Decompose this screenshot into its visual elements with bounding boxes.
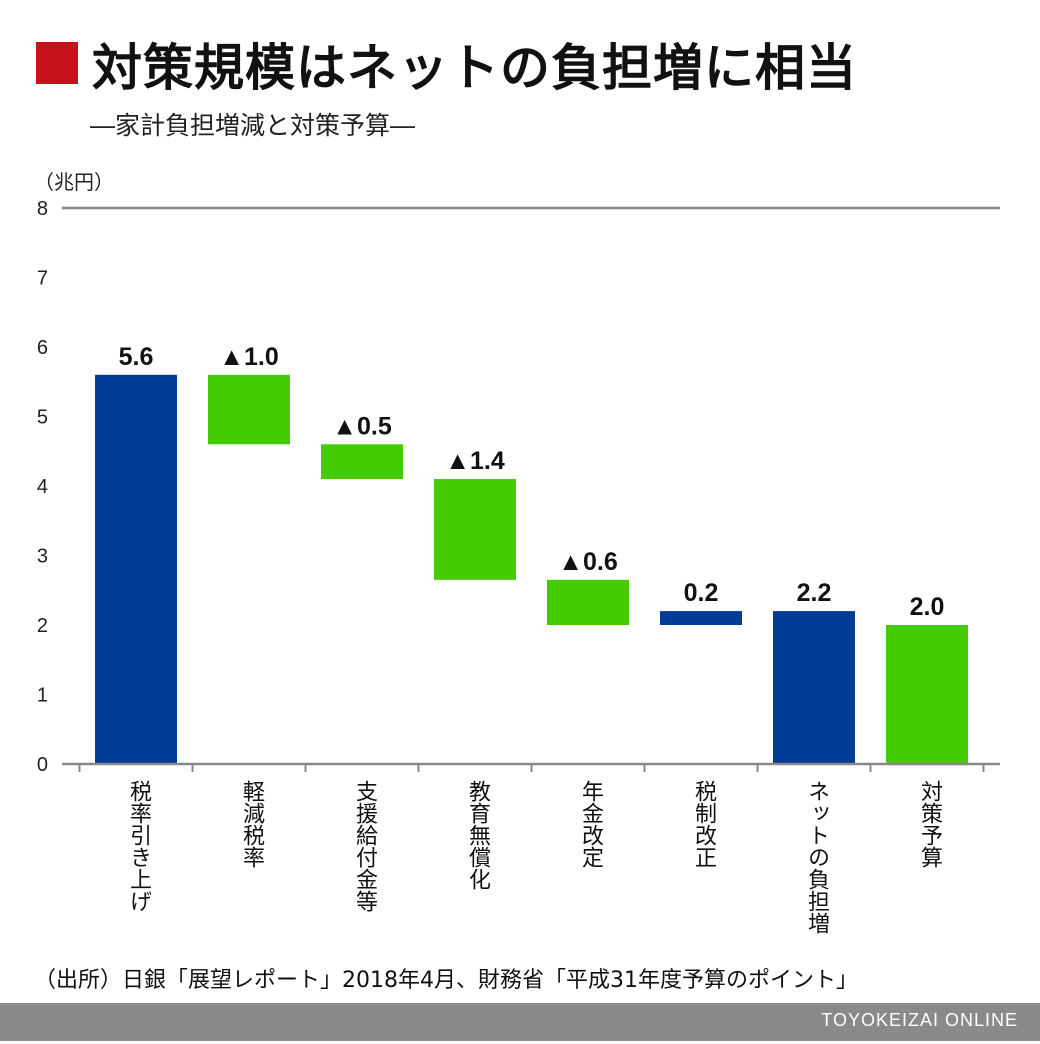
- chart-subtitle: ―家計負担増減と対策予算―: [90, 111, 416, 140]
- bar-value-label: 0.2: [684, 579, 719, 607]
- footer-brand[interactable]: TOYOKEIZAI ONLINE: [821, 1010, 1018, 1030]
- bar-value-label: ▲1.0: [219, 343, 279, 371]
- bar: [660, 611, 742, 625]
- y-tick-label: 0: [37, 754, 48, 776]
- bar: [886, 625, 968, 764]
- category-label: ネットの負担増: [804, 780, 829, 934]
- bar: [434, 479, 516, 580]
- y-tick-label: 2: [37, 615, 48, 637]
- unit-label: （兆円）: [34, 170, 114, 194]
- bar-value-label: 2.2: [797, 579, 832, 607]
- bar-value-label: ▲0.5: [332, 412, 392, 440]
- bar-value-label: 5.6: [119, 343, 154, 371]
- bar-value-label: ▲1.4: [445, 447, 505, 475]
- title-mark: [36, 42, 78, 84]
- category-label: 年金改定: [578, 780, 603, 868]
- category-label: 教育無償化: [465, 780, 490, 890]
- bar-value-label: 2.0: [910, 593, 945, 621]
- bar: [773, 611, 855, 764]
- y-tick-label: 5: [37, 407, 48, 429]
- y-tick-label: 8: [37, 198, 48, 220]
- y-tick-label: 3: [37, 546, 48, 568]
- source-note: （出所）日銀「展望レポート」2018年4月、財務省「平成31年度予算のポイント」: [34, 968, 858, 993]
- y-tick-label: 4: [37, 476, 48, 498]
- y-tick-label: 6: [37, 337, 48, 359]
- chart-title: 対策規模はネットの負担増に相当: [92, 39, 857, 97]
- category-label: 軽減税率: [239, 780, 264, 868]
- waterfall-chart: 0 1 2 3 4 5 6 7 8 5.6 ▲1.0 ▲0.5 ▲1.4 ▲0.6 0.2 2.2 2.0: [37, 198, 1000, 776]
- y-tick-label: 1: [37, 685, 48, 707]
- category-label: 支援給付金等: [352, 780, 377, 912]
- footer-bar: TOYOKEIZAI ONLINE: [0, 1003, 1040, 1041]
- bar: [95, 374, 177, 764]
- bar: [208, 374, 290, 445]
- bar-value-label: ▲0.6: [558, 548, 618, 576]
- bar: [547, 579, 629, 625]
- category-label: 対策予算: [917, 780, 942, 868]
- category-label: 税制改正: [691, 780, 716, 868]
- category-label: 税率引き上げ: [126, 780, 151, 912]
- bar: [321, 444, 403, 480]
- y-tick-label: 7: [37, 268, 48, 290]
